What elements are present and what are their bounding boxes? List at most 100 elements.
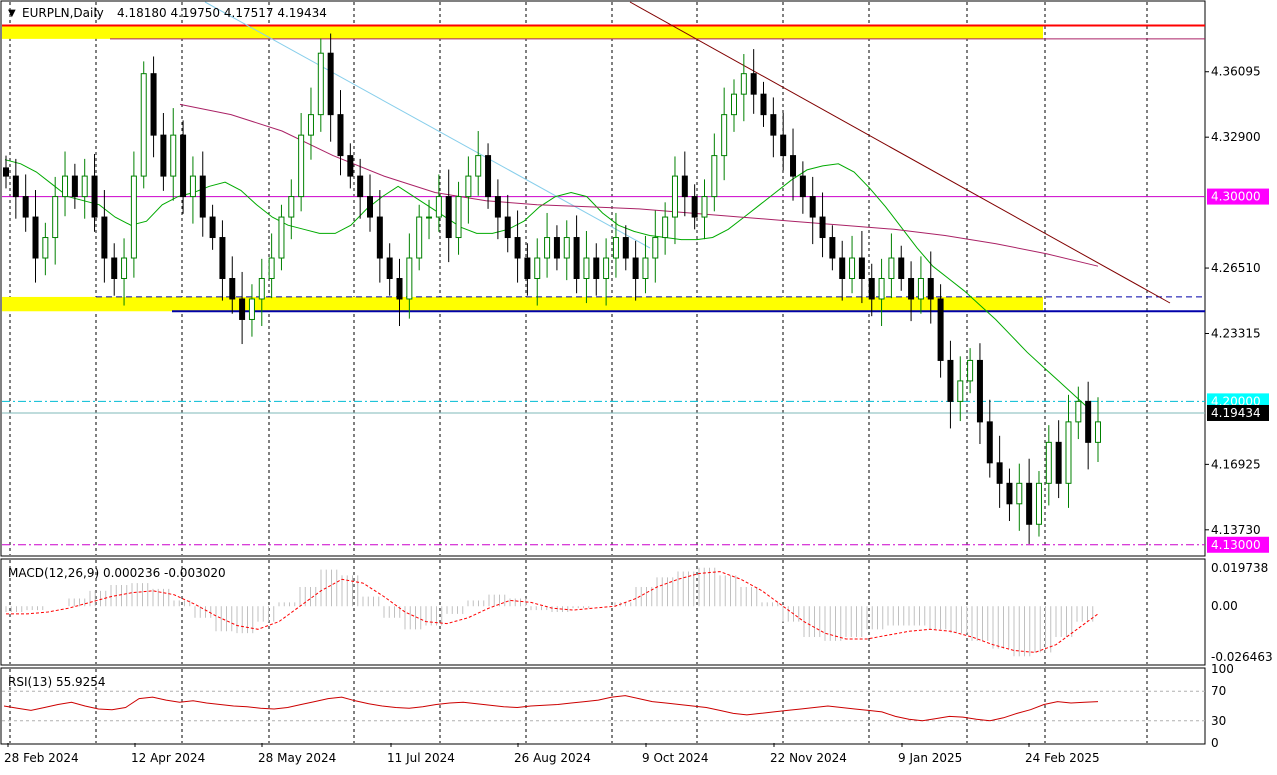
candle-body [563, 237, 570, 259]
time-tick-label: 12 Apr 2024 [131, 751, 205, 765]
candle-body [642, 257, 649, 280]
candle-body [1035, 482, 1042, 525]
candle-body [32, 216, 39, 259]
price-tick-label: 4.32900 [1211, 130, 1261, 144]
window-menu-icon[interactable]: ▼ [8, 8, 16, 19]
candle-body [553, 237, 560, 259]
candle-body [917, 278, 924, 300]
price-tick-label: 4.26510 [1211, 261, 1261, 275]
candle-body [258, 278, 265, 300]
candle-body [986, 421, 993, 464]
candlestick-series [3, 33, 1101, 544]
time-tick-label: 11 Jul 2024 [387, 751, 455, 765]
rsi-tick-label: 30 [1211, 714, 1226, 728]
macd-tick-label: 0.00 [1211, 599, 1238, 613]
candle-body [849, 257, 856, 280]
candle-body [1055, 441, 1062, 484]
rsi-path [3, 695, 1099, 722]
candle-body [957, 380, 964, 402]
macd-signal-line [6, 571, 1099, 653]
ohlc-label: 4.18180 4.19750 4.17517 4.19434 [117, 6, 327, 20]
macd-tick-label: -0.026463 [1211, 650, 1273, 664]
symbol-label: EURPLN,Daily [22, 6, 104, 20]
candle-body [406, 257, 413, 300]
candle-body [888, 257, 895, 280]
candle-body [898, 257, 905, 280]
candle-body [475, 155, 482, 177]
candle-body [622, 237, 629, 259]
candle-body [878, 278, 885, 300]
candle-body [42, 237, 49, 259]
candle-body [317, 52, 324, 116]
candle-body [612, 237, 619, 259]
price-badge-bg [1207, 404, 1269, 421]
candle-body [583, 257, 590, 280]
candle-body [307, 114, 314, 136]
candle-body [711, 155, 718, 198]
candle-body [160, 134, 167, 177]
candle-body [780, 134, 787, 157]
price-tick-label: 4.16925 [1211, 457, 1261, 471]
upper-trendline [629, 1, 1171, 304]
candle-body [1095, 421, 1101, 443]
candle-body [1045, 441, 1052, 484]
candle-body [248, 298, 255, 320]
candle-body [130, 175, 137, 259]
candle-body [760, 93, 767, 116]
price-axis: 4.36095 4.32900 4.26510 4.23315 4.16925 4.137… [1205, 65, 1261, 537]
price-tick-label: 4.36095 [1211, 65, 1261, 79]
time-tick-label: 28 Feb 2024 [4, 751, 79, 765]
candle-body [12, 175, 19, 198]
macd-signal-path [6, 571, 1099, 653]
candle-body [671, 175, 678, 218]
horizontal-levels [2, 24, 1205, 546]
channel-trendline [204, 1, 651, 249]
candle-body [681, 175, 688, 198]
candle-body [740, 73, 747, 95]
candle-body [829, 237, 836, 259]
price-badge-bg [1207, 188, 1269, 205]
candle-body [750, 73, 757, 95]
macd-panel-frame [0, 558, 1206, 666]
price-badge-label: 4.19434 [1211, 406, 1261, 420]
candle-body [534, 257, 541, 280]
time-tick-label: 22 Nov 2024 [770, 751, 847, 765]
candle-body [140, 73, 147, 177]
candle-body [1026, 482, 1033, 525]
rsi-tick-label: 70 [1211, 684, 1226, 698]
candle-body [150, 73, 157, 136]
rsi-tick-label: 0 [1211, 736, 1219, 750]
candle-body [1065, 421, 1072, 484]
candle-body [3, 167, 9, 177]
candle-body [62, 175, 69, 198]
price-badge-label: 4.13000 [1211, 538, 1261, 552]
price-tick-label: 4.23315 [1211, 326, 1261, 340]
rsi-tick-label: 100 [1211, 662, 1234, 676]
candle-body [268, 257, 275, 280]
time-tick-label: 9 Jan 2025 [898, 751, 962, 765]
candle-body [278, 216, 285, 259]
candle-body [573, 237, 580, 279]
candle-body [101, 216, 108, 259]
candle-body [1006, 482, 1013, 505]
candle-body [593, 257, 600, 280]
candle-body [1016, 482, 1023, 505]
candle-body [22, 196, 29, 218]
candle-body [603, 257, 610, 280]
candle-body [1075, 400, 1082, 423]
candle-body [790, 155, 797, 177]
candle-body [504, 216, 511, 239]
rsi-label: RSI(13) 55.9254 [8, 675, 106, 689]
candle-body [514, 237, 521, 259]
candle-body [691, 196, 698, 218]
candle-body [819, 216, 826, 239]
candle-body [288, 196, 295, 218]
candle-body [229, 278, 236, 300]
candle-body [652, 237, 659, 259]
candle-body [199, 175, 206, 218]
candle-body [209, 216, 216, 239]
candle-body [721, 114, 728, 157]
support-zone [2, 296, 1043, 312]
